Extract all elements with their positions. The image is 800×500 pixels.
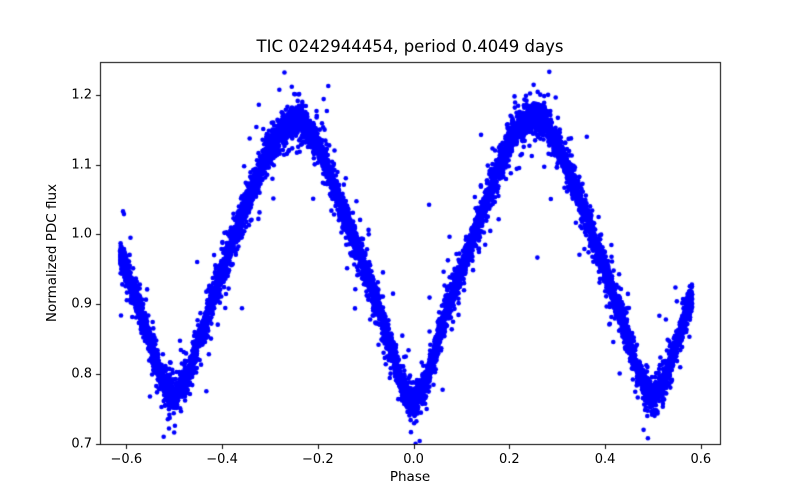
- x-tick-label: −0.4: [206, 452, 238, 467]
- y-tick-label: 0.8: [71, 366, 92, 382]
- x-axis-label: Phase: [389, 469, 431, 485]
- y-axis-label: Normalized PDC flux: [44, 183, 60, 323]
- chart-title: TIC 0242944454, period 0.4049 days: [256, 37, 564, 56]
- x-tick-label: −0.6: [110, 452, 143, 467]
- y-tick-label: 0.7: [71, 436, 92, 452]
- x-tick-label: 0.2: [498, 452, 520, 467]
- y-tick-label: 1.2: [71, 87, 92, 103]
- y-tick-label: 0.9: [71, 296, 92, 312]
- x-tick-label: 0.4: [594, 452, 616, 467]
- x-tick-label: −0.2: [302, 452, 334, 467]
- x-tick-label: 0.6: [690, 452, 712, 467]
- y-tick-label: 1.1: [71, 157, 92, 173]
- y-tick-label: 1.0: [71, 226, 92, 242]
- x-tick-label: 0.0: [403, 452, 424, 467]
